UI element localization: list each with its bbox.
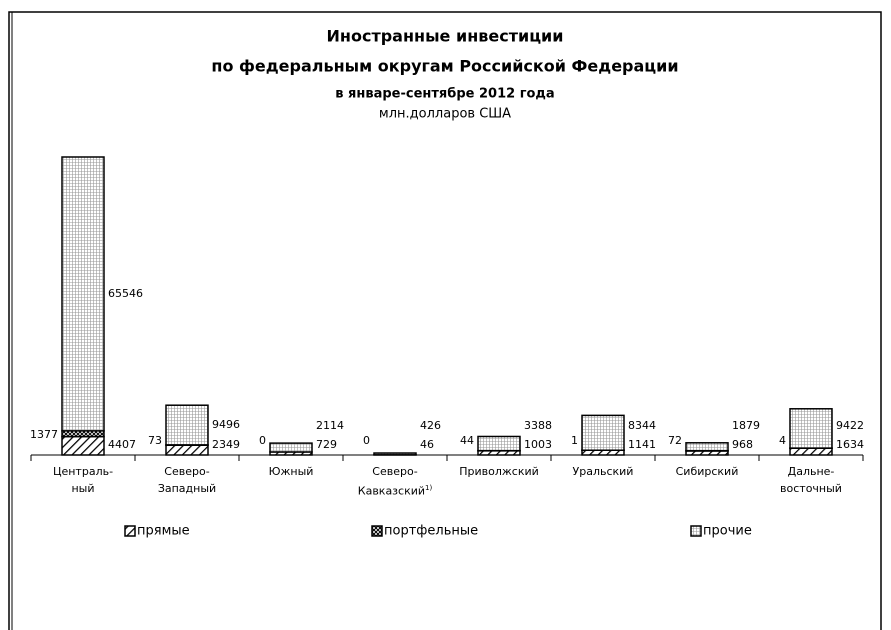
value-label: 426 [420, 419, 441, 432]
bar-segment [269, 442, 313, 453]
chart-period: в январе-сентябре 2012 года [335, 87, 554, 102]
x-tick-label: Северо- Кавказский1) [357, 465, 433, 498]
value-label: 1003 [524, 438, 552, 451]
value-label: 0 [363, 434, 370, 447]
value-label: 1634 [836, 438, 864, 451]
value-label: 968 [732, 438, 753, 451]
x-tick-label: Централь- ный [52, 465, 114, 495]
bar-segment [789, 408, 833, 449]
x-tick-label: Северо- Западный [157, 465, 217, 495]
bar-segment [581, 414, 625, 451]
bar-segment [61, 430, 105, 438]
value-label: 1377 [30, 428, 58, 441]
value-label: 4407 [108, 438, 136, 451]
bar-segment [789, 447, 833, 456]
bar-segment [477, 435, 521, 452]
legend-swatch [124, 525, 136, 537]
bar-segment [61, 156, 105, 432]
value-label: 72 [668, 434, 682, 447]
x-tick-label: Сибирский [675, 465, 739, 478]
chart-title: Иностранные инвестиции [327, 27, 564, 46]
value-label: 44 [460, 434, 474, 447]
chart-subtitle: по федеральным округам Российской Федера… [211, 57, 678, 76]
value-label: 2349 [212, 438, 240, 451]
value-label: 0 [259, 434, 266, 447]
value-label: 9422 [836, 419, 864, 432]
value-label: 9496 [212, 418, 240, 431]
bar-segment [685, 442, 729, 452]
value-label: 1879 [732, 419, 760, 432]
legend-label: портфельные [384, 524, 478, 539]
value-label: 65546 [108, 287, 143, 300]
frame [8, 11, 882, 630]
value-label: 8344 [628, 419, 656, 432]
x-tick-label: Южный [268, 465, 314, 478]
value-label: 4 [779, 434, 786, 447]
legend-label: прочие [703, 524, 752, 539]
footnote-mark: 1) [425, 484, 433, 492]
value-label: 1141 [628, 438, 656, 451]
x-tick-label: Уральский [572, 465, 634, 478]
x-tick-label: Дальне- восточный [780, 465, 842, 495]
value-label: 3388 [524, 419, 552, 432]
chart-units: млн.долларов США [379, 107, 511, 122]
value-label: 46 [420, 438, 434, 451]
value-label: 729 [316, 438, 337, 451]
value-label: 1 [571, 434, 578, 447]
x-tick-label: Приволжский [459, 465, 539, 478]
value-label: 2114 [316, 419, 344, 432]
bar-segment [165, 404, 209, 446]
bar-segment [165, 444, 209, 456]
bar-segment [373, 452, 417, 456]
value-label: 73 [148, 434, 162, 447]
legend-swatch [690, 525, 702, 537]
bar-segment [61, 435, 105, 456]
legend-swatch [371, 525, 383, 537]
legend-label: прямые [137, 524, 190, 539]
